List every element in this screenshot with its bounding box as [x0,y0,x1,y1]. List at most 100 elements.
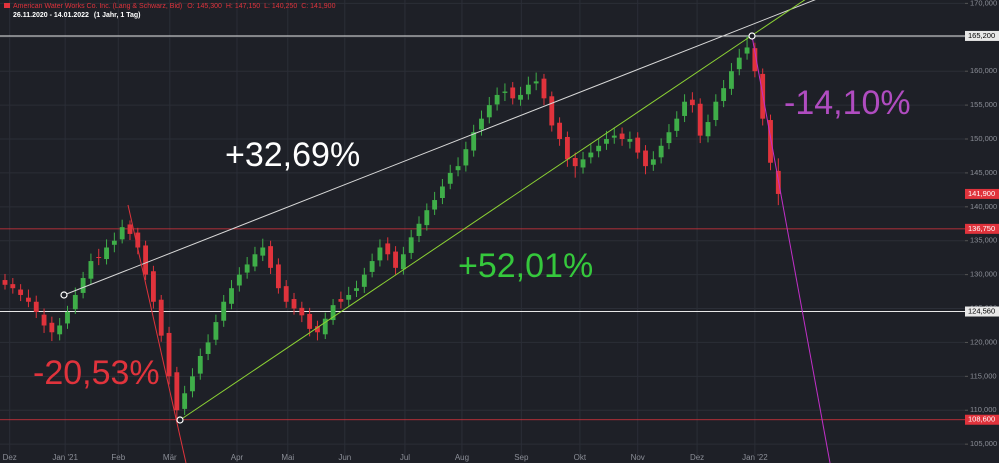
y-tick-label: 150,000 [970,134,997,143]
candle-body [143,245,149,275]
candle-body [346,294,352,300]
candle-body [424,210,430,226]
candle-body [744,47,750,54]
candle-body [41,314,47,326]
candle-body [174,372,180,411]
anchor-point [60,291,68,299]
candle-body [268,246,274,268]
candle-body [221,301,227,321]
header-icon [4,3,10,8]
annotation: -14,10% [784,84,911,122]
candle-body [721,88,727,102]
candle-body [307,313,313,329]
candle-body [330,305,336,321]
x-tick-label: Dez [3,453,17,462]
candle-body [236,274,242,286]
candle-body [736,57,742,70]
level-label: 124,560 [968,307,995,316]
level-label: 165,200 [968,31,995,40]
candle-body [486,105,492,118]
annotation: +52,01% [458,247,593,285]
candle-body [88,261,94,279]
candle-body [729,71,734,89]
candle-body [408,237,414,253]
candle-body [697,103,703,136]
candle-body [299,307,305,316]
x-tick-label: Jan '21 [52,453,78,462]
candle-body [432,200,438,210]
candle-body [440,186,445,199]
candle-body [619,133,625,140]
candle-body [463,149,469,166]
y-tick-label: 155,000 [970,100,997,109]
level-badge [965,223,999,234]
candle-body [65,311,70,324]
candle-body [689,99,695,106]
candle-body [525,84,531,95]
candle-body [18,289,24,295]
candle-body [158,299,164,336]
candle-body [588,152,594,158]
candle-body [479,118,484,130]
candle-body [510,87,516,99]
candle-body [127,224,133,234]
candle-body [611,135,617,138]
level-label: 136,750 [968,224,995,233]
header-ohlc: L: 140,250 [264,3,297,10]
header-range: 26.11.2020 - 14.01.2022 [13,12,89,19]
x-tick-label: Feb [111,453,125,462]
trend-line [63,0,816,296]
candle-body [471,132,477,151]
candle-body [72,294,78,310]
candle-body [635,137,641,153]
candle-body [260,247,266,256]
y-tick-label: 140,000 [970,202,997,211]
candle-body [385,243,391,255]
candle-body [533,81,539,84]
x-tick-label: Jul [400,453,410,462]
candle-body [2,280,8,285]
candle-body [572,157,578,167]
level-badge [965,30,999,41]
x-tick-label: Apr [231,453,244,462]
y-tick-label: 135,000 [970,236,997,245]
candle-body [322,318,328,335]
candle-body [627,139,633,142]
trend-line [127,204,187,463]
x-tick-label: Aug [455,453,469,462]
labels: +32,69% +52,01% -20,53% -14,10% [33,84,911,392]
axes: 105,000110,000115,000120,000125,000130,0… [3,0,999,463]
level-badge [965,188,999,199]
candle-body [713,101,719,121]
candle-body [580,159,586,168]
candle-body [338,299,344,302]
x-tick-label: Jun [338,453,351,462]
candle-body [33,301,39,312]
x-tick-label: Mai [281,453,294,462]
candle-body [541,78,547,99]
candle-body [111,240,117,245]
candle-body [400,254,406,270]
candle-body [205,342,211,354]
candle-body [354,288,359,291]
trend-line [751,35,831,463]
candle-body [564,136,570,160]
candle-body [57,325,63,335]
candle-body [213,322,219,340]
candle-body [10,284,16,289]
candle-body [361,274,367,287]
candle-body [166,332,172,377]
candle-body [682,101,687,116]
candle-body [447,172,453,184]
candle-body [604,139,609,144]
candle-body [393,251,398,268]
candle-body [252,254,258,267]
anchor-point [748,32,756,40]
x-tick-label: Jan '22 [742,453,768,462]
candle-body [650,159,656,165]
x-tick-label: Okt [574,453,587,462]
candle-body [658,145,664,158]
candle-body [275,264,281,289]
